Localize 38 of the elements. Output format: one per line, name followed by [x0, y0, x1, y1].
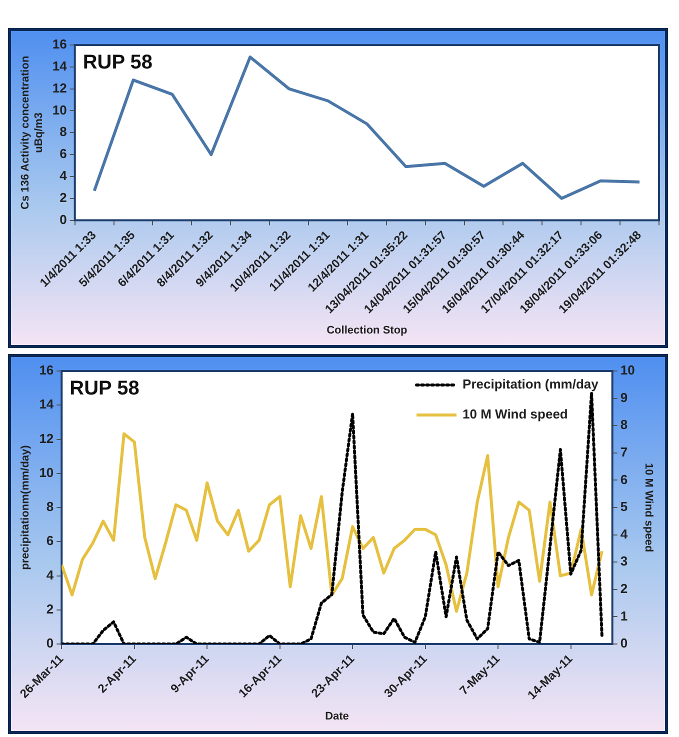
legend-label: Precipitation (mm/day	[462, 376, 600, 392]
chart-title: RUP 58	[82, 52, 153, 74]
y-tick-label: 4	[46, 567, 54, 582]
y-tick-label: 10	[39, 464, 54, 480]
y2-axis-title: 10 M Wind speed	[642, 462, 654, 552]
y-tick-label: 2	[46, 602, 54, 616]
y2-tick-label: 4	[620, 526, 628, 542]
y-tick-label: 8	[60, 124, 67, 140]
y2-tick-label: 7	[620, 444, 628, 460]
y-tick-label: 0	[60, 212, 67, 227]
y-tick-label: 12	[39, 430, 54, 446]
y-tick-label: 14	[39, 396, 54, 412]
y2-tick-label: 3	[620, 554, 628, 569]
y2-tick-label: 1	[620, 608, 628, 624]
y2-tick-label: 6	[620, 472, 628, 487]
y2-tick-label: 2	[620, 581, 628, 596]
x-axis-title: Collection Stop	[326, 324, 408, 336]
y-tick-label: 10	[52, 102, 67, 118]
y2-tick-label: 5	[620, 499, 628, 514]
y-tick-label: 6	[60, 146, 67, 162]
legend-label: 10 M Wind speed	[462, 406, 568, 422]
y-axis-title: Cs 136 Activity concentration uBq/m3	[20, 56, 45, 210]
y2-tick-label: 8	[620, 417, 628, 432]
y-tick-label: 16	[52, 36, 67, 52]
y-tick-label: 8	[46, 499, 54, 514]
y-tick-label: 0	[46, 636, 54, 651]
y-tick-label: 6	[46, 533, 54, 548]
y-tick-label: 16	[39, 362, 54, 378]
y-tick-label: 4	[60, 168, 68, 184]
x-axis-title: Date	[325, 710, 349, 722]
y-tick-label: 12	[52, 80, 67, 96]
y2-tick-label: 10	[620, 362, 635, 378]
y-tick-label: 2	[60, 190, 67, 205]
y-axis-title: precipitationm(mm/day)	[20, 444, 32, 570]
y2-tick-label: 0	[620, 636, 628, 651]
chart-title: RUP 58	[70, 378, 140, 400]
y2-tick-label: 9	[620, 390, 628, 405]
y-tick-label: 14	[52, 58, 68, 74]
